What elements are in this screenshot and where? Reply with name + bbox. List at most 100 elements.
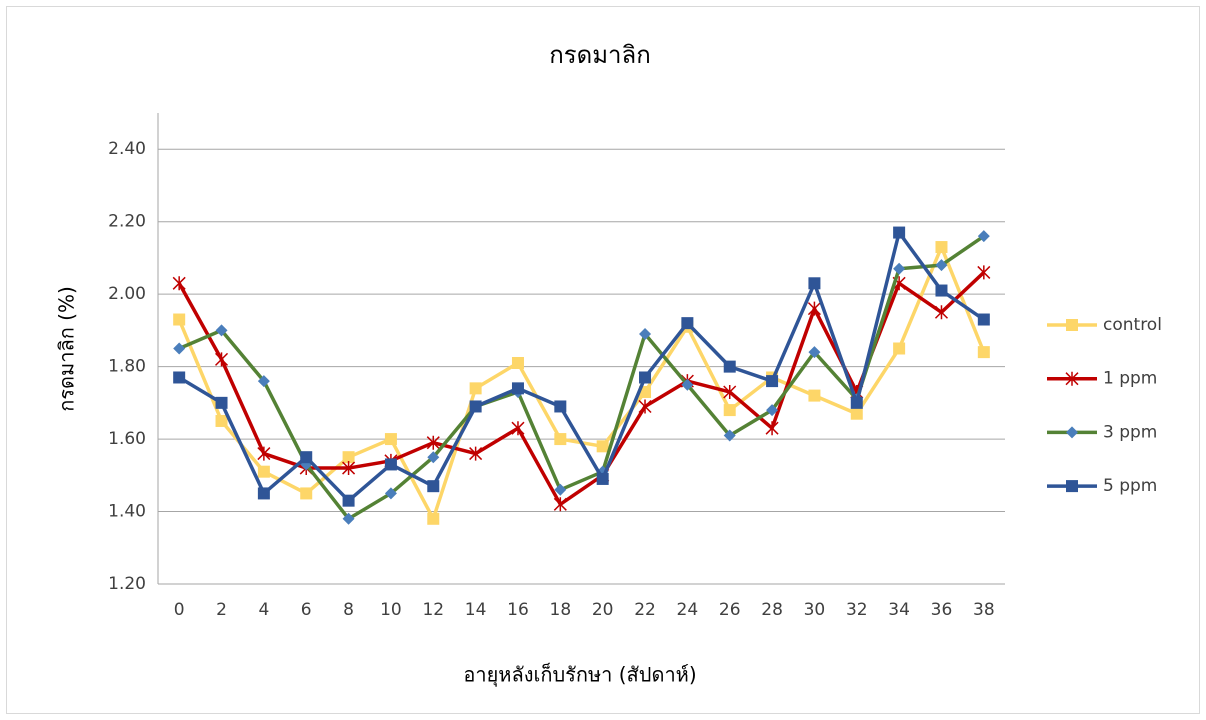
marker — [554, 433, 567, 446]
series-line — [178, 234, 985, 521]
marker — [342, 494, 355, 507]
marker — [384, 433, 397, 446]
marker — [893, 226, 906, 239]
x-tick-label: 14 — [465, 600, 487, 620]
marker — [511, 421, 525, 436]
marker — [511, 382, 524, 395]
marker — [214, 352, 229, 367]
marker — [553, 497, 567, 512]
marker — [1066, 319, 1078, 331]
marker — [1066, 480, 1078, 493]
chart-title: กรดมาลิก — [549, 41, 651, 69]
marker — [427, 451, 440, 464]
marker — [427, 512, 440, 525]
marker — [215, 414, 228, 427]
marker — [681, 317, 694, 330]
y-axis-title: กรดมาลิก (%) — [55, 286, 79, 412]
marker — [723, 404, 736, 417]
marker — [935, 259, 948, 272]
marker — [172, 276, 186, 291]
marker — [257, 487, 270, 500]
x-tick-label: 12 — [422, 600, 444, 620]
marker — [384, 487, 397, 500]
marker — [808, 389, 821, 402]
x-tick-label: 2 — [216, 600, 227, 620]
x-tick-label: 6 — [301, 600, 312, 620]
marker — [257, 465, 270, 478]
marker — [850, 407, 863, 420]
y-tick-label: 1.60 — [108, 429, 146, 449]
x-tick-label: 16 — [507, 600, 529, 620]
x-tick-label: 18 — [550, 600, 572, 620]
series-line — [178, 230, 985, 503]
legend-label: 1 ppm — [1103, 369, 1157, 389]
marker — [469, 446, 483, 461]
x-tick-label: 28 — [761, 600, 783, 620]
marker — [469, 382, 482, 395]
x-tick-label: 0 — [174, 600, 185, 620]
x-tick-label: 24 — [677, 600, 699, 620]
marker — [977, 230, 990, 243]
marker — [977, 265, 991, 280]
marker — [765, 421, 779, 436]
x-tick-label: 26 — [719, 600, 741, 620]
y-tick-label: 2.00 — [108, 284, 146, 304]
legend-label: 3 ppm — [1103, 422, 1157, 442]
marker — [935, 284, 948, 297]
marker — [215, 396, 228, 409]
marker — [342, 512, 355, 525]
legend-label: control — [1103, 315, 1162, 335]
marker — [554, 483, 567, 496]
marker — [342, 451, 355, 464]
marker — [300, 487, 313, 500]
marker — [935, 241, 948, 254]
marker — [596, 472, 609, 485]
marker — [893, 262, 906, 275]
marker — [723, 360, 736, 373]
marker — [766, 404, 779, 417]
y-tick-label: 1.80 — [108, 357, 146, 377]
y-tick-label: 1.20 — [108, 574, 146, 594]
marker — [934, 305, 949, 320]
y-tick-label: 2.20 — [108, 212, 146, 232]
marker — [511, 356, 524, 369]
marker — [300, 451, 313, 464]
x-tick-label: 4 — [258, 600, 269, 620]
y-tick-label: 1.40 — [108, 502, 146, 522]
marker — [384, 458, 397, 471]
marker — [1065, 371, 1079, 386]
x-axis-title: อายุหลังเก็บรักษา (สัปดาห์) — [463, 662, 696, 688]
marker — [638, 399, 652, 414]
x-tick-label: 10 — [380, 600, 402, 620]
marker — [173, 342, 186, 355]
marker — [723, 429, 736, 442]
x-tick-label: 32 — [846, 600, 868, 620]
chart-border — [6, 6, 1200, 714]
marker — [807, 301, 821, 316]
marker — [342, 461, 356, 476]
x-tick-label: 30 — [804, 600, 826, 620]
marker — [173, 371, 186, 384]
marker — [808, 346, 821, 359]
legend-label: 5 ppm — [1103, 476, 1157, 496]
marker — [426, 435, 440, 450]
marker — [850, 396, 863, 409]
y-tick-label: 2.40 — [108, 139, 146, 159]
marker — [639, 328, 652, 341]
x-tick-label: 34 — [888, 600, 910, 620]
marker — [808, 277, 821, 290]
marker — [554, 400, 567, 413]
marker — [173, 313, 186, 326]
marker — [257, 375, 270, 388]
x-tick-label: 22 — [634, 600, 656, 620]
marker — [1066, 426, 1078, 439]
x-tick-label: 8 — [343, 600, 354, 620]
marker — [681, 378, 694, 391]
marker — [977, 346, 990, 359]
marker — [766, 375, 779, 388]
x-tick-label: 38 — [973, 600, 995, 620]
marker — [893, 342, 906, 355]
marker — [469, 400, 482, 413]
marker — [596, 440, 609, 453]
